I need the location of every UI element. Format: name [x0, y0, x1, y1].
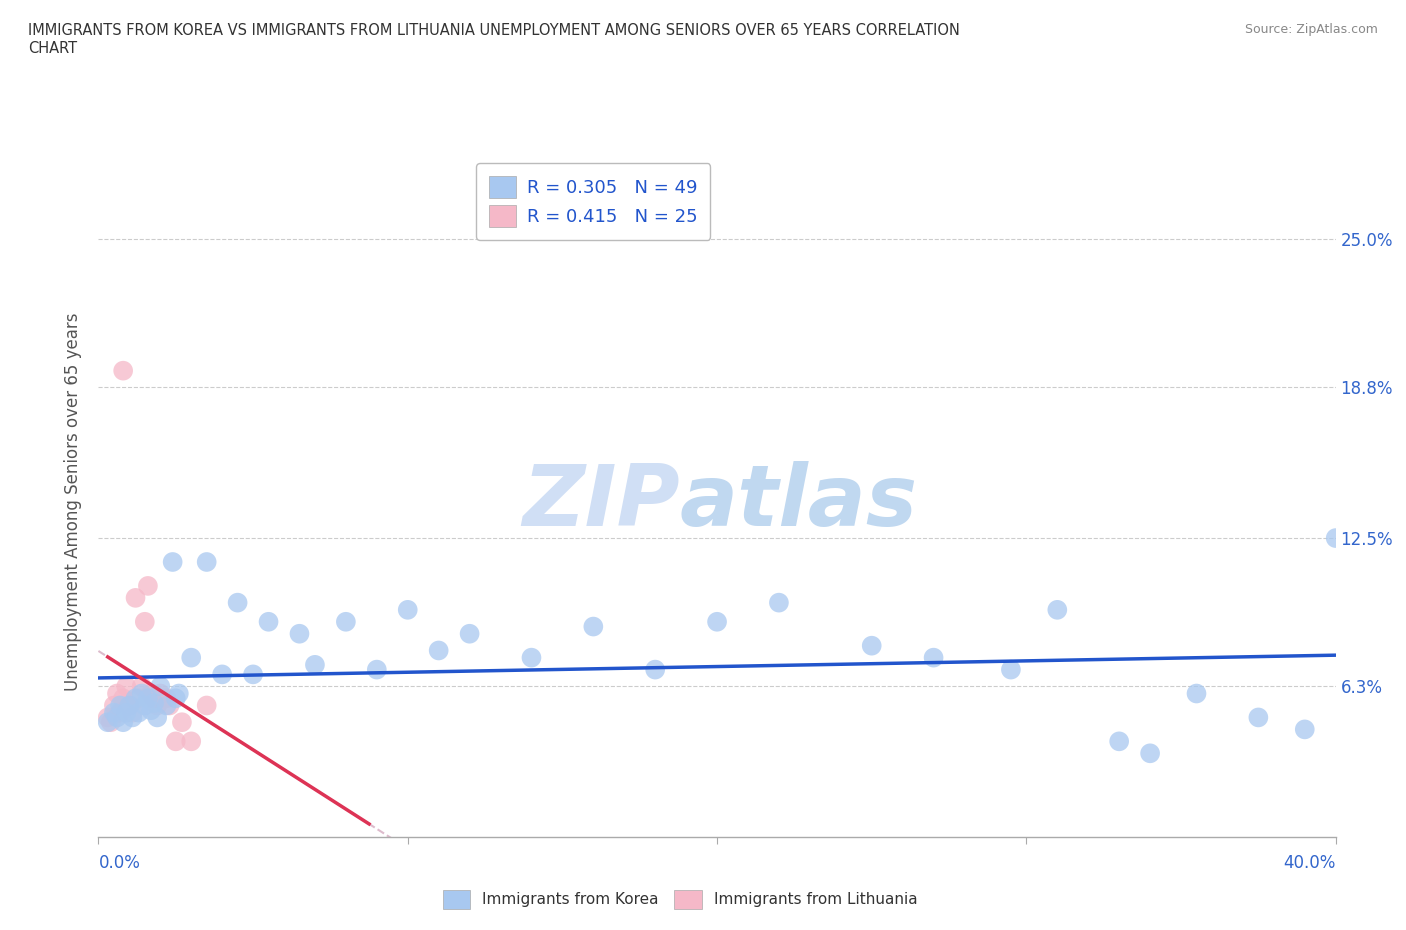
- Point: [124, 691, 146, 706]
- Text: IMMIGRANTS FROM KOREA VS IMMIGRANTS FROM LITHUANIA UNEMPLOYMENT AMONG SENIORS OV: IMMIGRANTS FROM KOREA VS IMMIGRANTS FROM…: [28, 23, 960, 56]
- Point: [112, 364, 135, 379]
- Point: [134, 615, 156, 630]
- Legend: Immigrants from Korea, Immigrants from Lithuania: Immigrants from Korea, Immigrants from L…: [434, 883, 925, 916]
- Point: [134, 698, 156, 713]
- Point: [159, 698, 181, 713]
- Text: atlas: atlas: [681, 460, 918, 544]
- Point: [1000, 662, 1022, 677]
- Point: [427, 643, 450, 658]
- Point: [105, 710, 128, 724]
- Point: [304, 658, 326, 672]
- Point: [131, 679, 153, 694]
- Point: [121, 710, 143, 724]
- Point: [97, 710, 120, 724]
- Point: [768, 595, 790, 610]
- Point: [128, 705, 150, 720]
- Point: [143, 691, 166, 706]
- Point: [1185, 686, 1208, 701]
- Point: [1294, 722, 1316, 737]
- Point: [458, 626, 481, 641]
- Point: [288, 626, 311, 641]
- Point: [105, 686, 128, 701]
- Point: [136, 578, 159, 593]
- Point: [112, 715, 135, 730]
- Point: [1139, 746, 1161, 761]
- Point: [520, 650, 543, 665]
- Point: [115, 705, 138, 720]
- Point: [115, 679, 138, 694]
- Point: [162, 554, 184, 569]
- Point: [170, 715, 193, 730]
- Point: [143, 696, 166, 711]
- Point: [97, 715, 120, 730]
- Point: [335, 615, 357, 630]
- Text: 0.0%: 0.0%: [98, 854, 141, 871]
- Point: [103, 705, 125, 720]
- Text: 40.0%: 40.0%: [1284, 854, 1336, 871]
- Point: [211, 667, 233, 682]
- Point: [706, 615, 728, 630]
- Point: [149, 686, 172, 701]
- Point: [257, 615, 280, 630]
- Point: [146, 698, 169, 713]
- Point: [1046, 603, 1069, 618]
- Text: Source: ZipAtlas.com: Source: ZipAtlas.com: [1244, 23, 1378, 36]
- Point: [644, 662, 666, 677]
- Point: [167, 686, 190, 701]
- Point: [1108, 734, 1130, 749]
- Point: [118, 698, 141, 713]
- Point: [136, 691, 159, 706]
- Point: [149, 679, 172, 694]
- Point: [366, 662, 388, 677]
- Y-axis label: Unemployment Among Seniors over 65 years: Unemployment Among Seniors over 65 years: [65, 313, 83, 691]
- Text: ZIP: ZIP: [522, 460, 681, 544]
- Point: [860, 638, 883, 653]
- Point: [195, 698, 218, 713]
- Point: [1324, 531, 1347, 546]
- Point: [396, 603, 419, 618]
- Point: [108, 698, 131, 713]
- Point: [118, 698, 141, 713]
- Point: [131, 686, 153, 701]
- Point: [146, 710, 169, 724]
- Point: [121, 705, 143, 720]
- Point: [155, 691, 177, 706]
- Point: [108, 705, 131, 720]
- Point: [582, 619, 605, 634]
- Point: [100, 715, 122, 730]
- Point: [155, 698, 177, 713]
- Point: [128, 691, 150, 706]
- Point: [165, 691, 187, 706]
- Point: [242, 667, 264, 682]
- Point: [139, 703, 162, 718]
- Point: [922, 650, 945, 665]
- Point: [139, 686, 162, 701]
- Point: [195, 554, 218, 569]
- Point: [165, 734, 187, 749]
- Point: [180, 734, 202, 749]
- Point: [112, 691, 135, 706]
- Point: [226, 595, 249, 610]
- Point: [103, 698, 125, 713]
- Point: [124, 591, 146, 605]
- Point: [1247, 710, 1270, 724]
- Point: [180, 650, 202, 665]
